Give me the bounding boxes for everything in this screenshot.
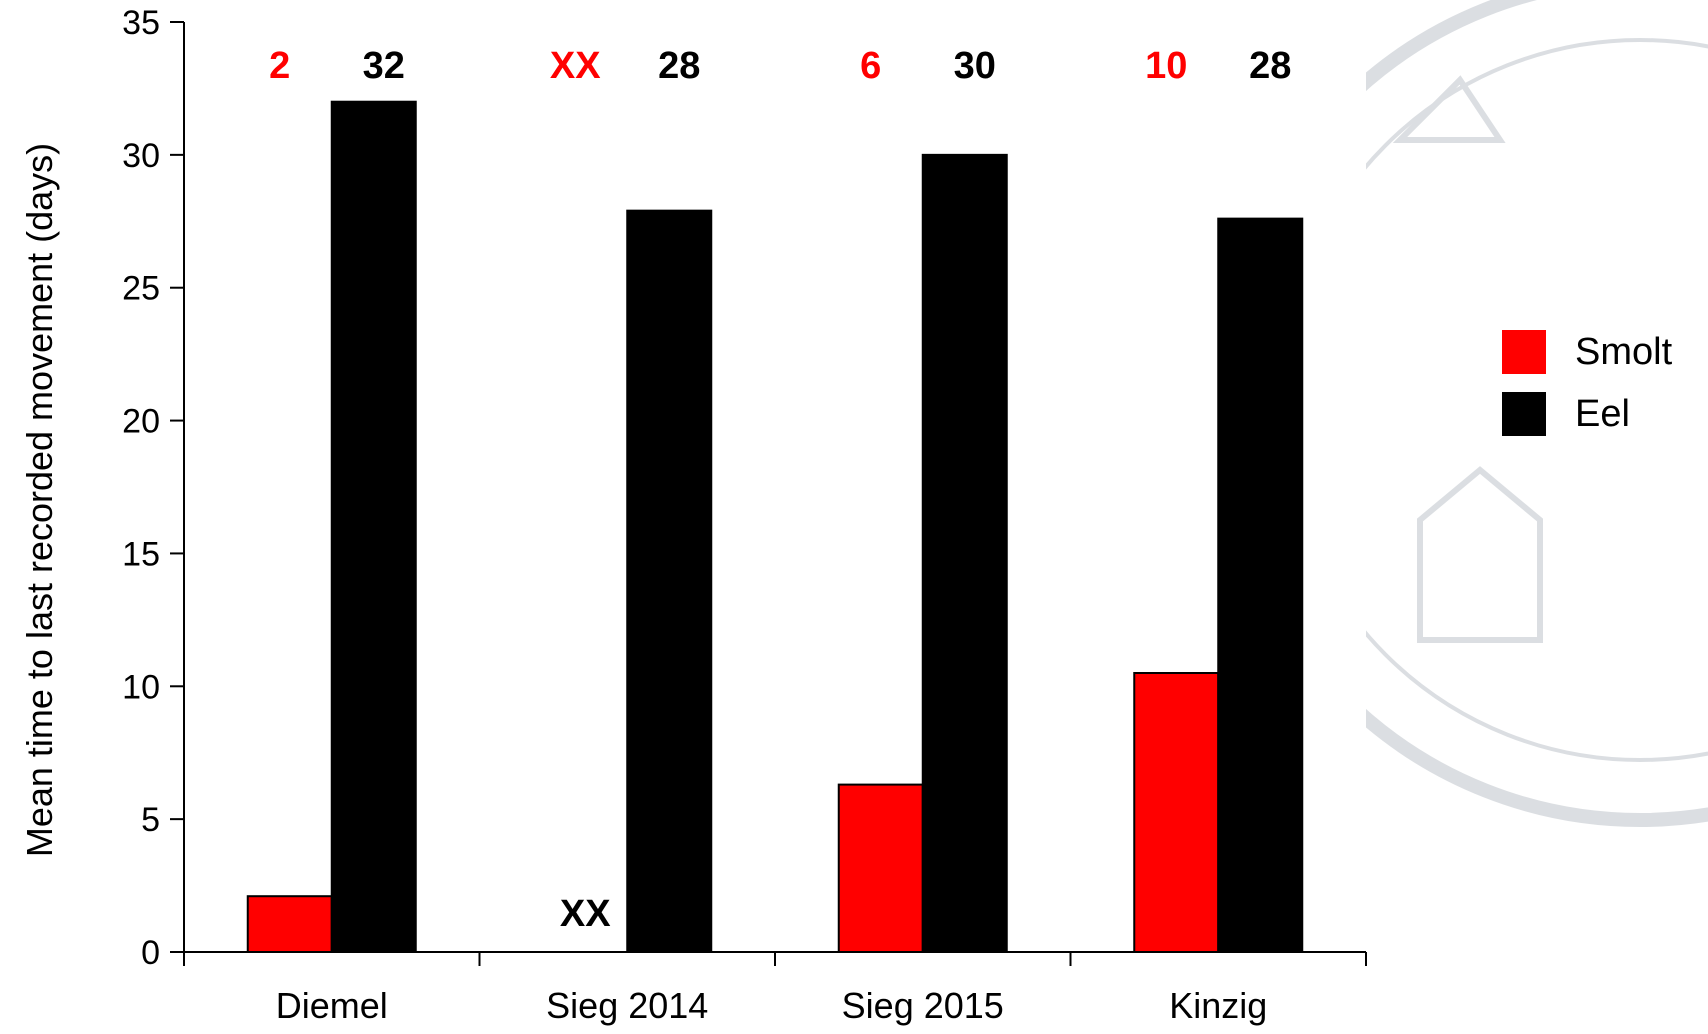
data-label-smolt: 2 [269, 45, 290, 87]
y-tick-label: 25 [122, 270, 160, 308]
y-tick-label: 10 [122, 668, 160, 706]
y-axis: 0 5 10 15 20 25 30 35 [122, 4, 185, 972]
data-label-smolt: XX [550, 45, 601, 87]
y-tick-label: 30 [122, 137, 160, 175]
data-label-eel: 32 [363, 45, 405, 87]
y-tick-label: 0 [141, 934, 160, 972]
legend: Smolt Eel [1502, 330, 1673, 436]
y-tick-label: 35 [122, 4, 160, 42]
legend-label-eel: Eel [1575, 393, 1630, 435]
y-axis-label: Mean time to last recorded movement (day… [19, 143, 60, 857]
y-tick-label: 15 [122, 535, 160, 573]
bar-smolt-kinzig [1133, 672, 1220, 953]
bars-layer: XX [246, 100, 1304, 954]
x-tick-label: Sieg 2014 [546, 985, 708, 1026]
bar-smolt-diemel [246, 895, 333, 954]
bar-smolt-sieg-2015 [837, 783, 924, 953]
data-label-eel: 28 [658, 45, 700, 87]
legend-swatch-eel [1502, 392, 1546, 436]
bar-eel-sieg-2015 [921, 153, 1008, 954]
annotation-missing-marker: XX [560, 893, 611, 935]
x-tick-label: Sieg 2015 [842, 985, 1004, 1026]
y-tick-label: 20 [122, 403, 160, 441]
bar-eel-diemel [330, 100, 417, 953]
x-tick-label: Diemel [276, 985, 388, 1026]
bar-eel-kinzig [1217, 217, 1304, 953]
data-label-smolt: 6 [860, 45, 881, 87]
bar-eel-sieg-2014 [626, 209, 713, 953]
x-axis: Diemel Sieg 2014 Sieg 2015 Kinzig [183, 951, 1367, 1026]
data-label-eel: 28 [1249, 45, 1291, 87]
data-label-smolt: 10 [1145, 45, 1187, 87]
y-tick-label: 5 [141, 801, 160, 839]
series-count-labels: 2 32 XX 28 6 30 10 28 [269, 45, 1291, 87]
legend-swatch-smolt [1502, 330, 1546, 374]
data-label-eel: 30 [954, 45, 996, 87]
legend-label-smolt: Smolt [1575, 331, 1673, 373]
x-tick-label: Kinzig [1169, 985, 1267, 1026]
